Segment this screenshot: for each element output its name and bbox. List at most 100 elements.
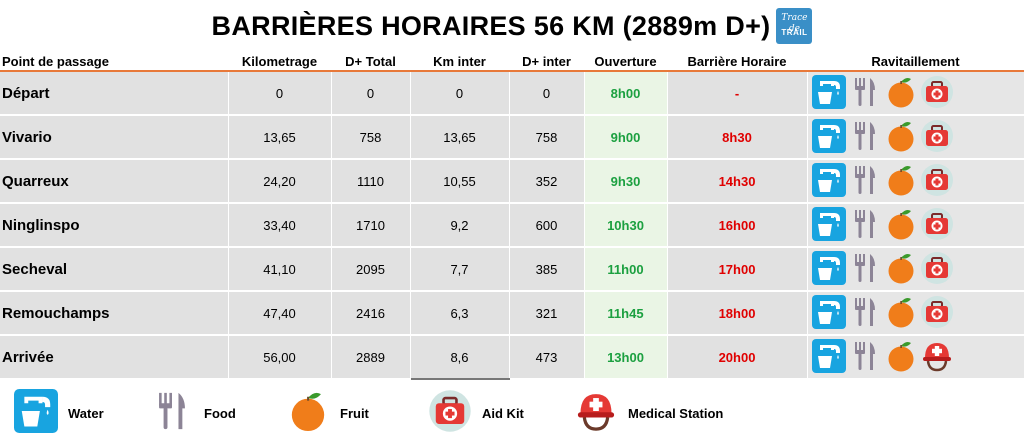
food-icon [848, 339, 882, 376]
cell-km: 0 [228, 71, 332, 116]
cell-point: Arrivée [0, 335, 229, 380]
cell-barriere: 14h30 [667, 159, 808, 204]
cell-point: Remouchamps [0, 291, 229, 336]
legend-item-fruit: Fruit [286, 389, 369, 438]
col-ouverture: Ouverture [584, 52, 667, 72]
cell-dplus: 2095 [331, 247, 411, 292]
table-row: Ninglinspo 33,40 1710 9,2 600 10h30 16h00 [0, 203, 1024, 248]
aid-kit-icon [920, 75, 954, 112]
cell-ravitaillement [807, 203, 1024, 248]
col-kminter: Km inter [410, 52, 509, 72]
cell-barriere: - [667, 71, 808, 116]
cell-kminter: 0 [410, 71, 510, 116]
cell-dplus: 0 [331, 71, 411, 116]
fruit-icon [884, 251, 918, 288]
cell-ravitaillement [807, 115, 1024, 160]
table-row: Arrivée 56,00 2889 8,6 473 13h00 20h00 [0, 335, 1024, 380]
table-row: Remouchamps 47,40 2416 6,3 321 11h45 18h00 [0, 291, 1024, 336]
cell-dinter: 321 [509, 291, 585, 336]
water-icon [811, 206, 846, 244]
legend-label: Aid Kit [482, 406, 524, 421]
water-icon [811, 118, 846, 156]
cell-ouverture: 13h00 [584, 335, 668, 380]
food-icon [848, 119, 882, 156]
cell-ouverture: 11h00 [584, 247, 668, 292]
cell-point: Ninglinspo [0, 203, 229, 248]
cell-ouverture: 9h00 [584, 115, 668, 160]
page-title: BARRIÈRES HORAIRES 56 KM (2889m D+) [211, 10, 771, 41]
cell-kminter: 7,7 [410, 247, 510, 292]
cell-dplus: 758 [331, 115, 411, 160]
cell-km: 56,00 [228, 335, 332, 380]
water-icon [811, 294, 846, 332]
fruit-icon [884, 163, 918, 200]
cell-kminter: 13,65 [410, 115, 510, 160]
logo-line-2: TRAIL [781, 28, 808, 37]
cell-ravitaillement [807, 71, 1024, 116]
cell-point: Quarreux [0, 159, 229, 204]
cell-ouverture: 9h30 [584, 159, 668, 204]
cell-ouverture: 11h45 [584, 291, 668, 336]
fruit-icon [884, 295, 918, 332]
logo-line-1: Trace de [781, 13, 808, 34]
cell-dplus: 1110 [331, 159, 411, 204]
cell-kminter: 10,55 [410, 159, 510, 204]
cell-km: 41,10 [228, 247, 332, 292]
cell-barriere: 18h00 [667, 291, 808, 336]
cell-ouverture: 10h30 [584, 203, 668, 248]
cell-ravitaillement [807, 247, 1024, 292]
cell-barriere: 17h00 [667, 247, 808, 292]
trace-de-trail-logo: Trace de TRAIL [776, 8, 813, 44]
col-dplus: D+ Total [331, 52, 410, 72]
food-icon [848, 75, 882, 112]
table-row: Quarreux 24,20 1110 10,55 352 9h30 14h30 [0, 159, 1024, 204]
cell-kminter: 9,2 [410, 203, 510, 248]
food-icon [150, 389, 194, 438]
title-bar: BARRIÈRES HORAIRES 56 KM (2889m D+) Trac… [0, 6, 1024, 46]
cell-point: Secheval [0, 247, 229, 292]
col-point: Point de passage [0, 52, 228, 72]
cell-dplus: 2889 [331, 335, 411, 380]
cell-km: 33,40 [228, 203, 332, 248]
fruit-icon [884, 339, 918, 376]
legend-item-aid-kit: Aid Kit [428, 389, 524, 438]
table-row: Vivario 13,65 758 13,65 758 9h00 8h30 [0, 115, 1024, 160]
col-dinter: D+ inter [509, 52, 584, 72]
legend-label: Fruit [340, 406, 369, 421]
col-ravitaillement: Ravitaillement [807, 52, 1024, 72]
cell-ravitaillement [807, 335, 1024, 380]
aid-kit-icon [920, 295, 954, 332]
cell-point: Vivario [0, 115, 229, 160]
cell-ravitaillement [807, 159, 1024, 204]
food-icon [848, 207, 882, 244]
water-icon [811, 162, 846, 200]
cell-km: 24,20 [228, 159, 332, 204]
cell-dplus: 1710 [331, 203, 411, 248]
cell-ravitaillement [807, 291, 1024, 336]
cell-km: 47,40 [228, 291, 332, 336]
aid-kit-icon [920, 163, 954, 200]
medical-station-icon [920, 339, 954, 376]
cell-kminter: 6,3 [410, 291, 510, 336]
cell-dinter: 600 [509, 203, 585, 248]
legend-item-water: Water [14, 389, 104, 438]
cell-kminter: 8,6 [410, 335, 510, 380]
cell-barriere: 16h00 [667, 203, 808, 248]
water-icon [811, 338, 846, 376]
checkpoint-table: Point de passage Kilometrage D+ Total Km… [0, 52, 1024, 380]
fruit-icon [884, 207, 918, 244]
cell-barriere: 8h30 [667, 115, 808, 160]
food-icon [848, 295, 882, 332]
legend-label: Food [204, 406, 236, 421]
legend-label: Medical Station [628, 406, 724, 421]
cell-dinter: 0 [509, 71, 585, 116]
fruit-icon [884, 75, 918, 112]
fruit-icon [884, 119, 918, 156]
legend-label: Water [68, 406, 104, 421]
legend: Water Food Fruit Aid Kit Medical Station [0, 384, 1024, 441]
cell-dinter: 352 [509, 159, 585, 204]
col-barriere: Barrière Horaire [667, 52, 807, 72]
legend-item-medical-station: Medical Station [574, 389, 723, 438]
aid-kit-icon [920, 207, 954, 244]
cell-dinter: 758 [509, 115, 585, 160]
